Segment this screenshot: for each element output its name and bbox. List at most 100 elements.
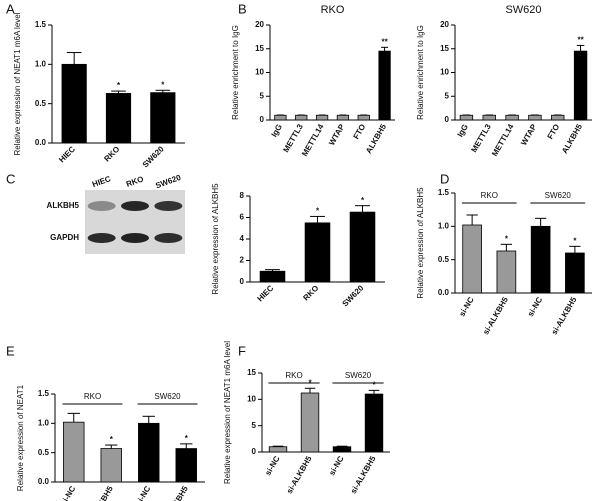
y-axis-label: Relative expression of ALKBH5 <box>211 183 220 295</box>
bar <box>349 211 376 283</box>
group-label: RKO <box>481 191 498 200</box>
bar <box>530 225 551 294</box>
bar <box>482 114 496 121</box>
panel-letter: A <box>6 1 15 16</box>
y-tick-label: 0.0 <box>38 477 50 486</box>
blot-column-label: HIEC <box>91 174 112 189</box>
y-tick-label: 1.0 <box>35 59 47 68</box>
y-tick-label: 0.0 <box>35 138 47 147</box>
blot-band <box>87 201 116 211</box>
x-tick-label: FTO <box>352 123 368 141</box>
blot-band <box>121 201 149 211</box>
bar <box>565 252 585 294</box>
y-axis-label: Relative expression of NEAT1 m6A level <box>13 12 22 155</box>
x-tick-label: METTL14 <box>490 122 516 158</box>
bar <box>336 114 350 121</box>
y-tick-label: 5 <box>260 91 265 100</box>
x-tick-label: ALKBH5 <box>364 122 388 155</box>
group-label: SW620 <box>345 371 372 380</box>
x-tick-label: si-NC <box>457 295 475 318</box>
x-tick-label: si-ALKBH5 <box>86 484 115 501</box>
bar <box>364 393 384 453</box>
y-tick-label: 0 <box>252 447 257 456</box>
bar <box>505 114 519 121</box>
significance-mark: * <box>372 380 376 389</box>
significance-mark: * <box>185 434 189 443</box>
bar <box>300 392 320 453</box>
y-axis-label: Relative enrichment to IgG <box>416 25 425 120</box>
blot-row-label: GAPDH <box>50 233 79 242</box>
y-axis-label: Relative expression of ALKBH5 <box>416 187 425 299</box>
panel-letter: E <box>6 343 15 358</box>
panel-letter: D <box>440 171 449 186</box>
y-tick-label: 8 <box>240 191 245 200</box>
bar <box>138 422 160 483</box>
chart-title: SW620 <box>505 4 541 16</box>
y-tick-label: 0 <box>260 115 265 124</box>
bar <box>63 421 85 483</box>
y-tick-label: 1.5 <box>38 389 50 398</box>
y-tick-label: 0.5 <box>438 255 450 264</box>
significance-mark: ** <box>381 37 388 46</box>
significance-mark: * <box>117 81 121 90</box>
bar <box>332 446 352 453</box>
x-tick-label: HIEC <box>256 283 276 303</box>
panel-letter: C <box>6 171 15 186</box>
bar <box>150 92 176 144</box>
bar <box>295 114 308 121</box>
y-tick-label: 10 <box>247 394 256 403</box>
blot-column-label: SW620 <box>154 173 182 191</box>
x-tick-label: si-ALKBH5 <box>349 454 378 495</box>
bar <box>462 224 482 294</box>
y-axis-label: Relative expression of NEAT1 m6A level <box>223 341 232 484</box>
group-label: SW620 <box>545 191 572 200</box>
y-tick-label: 0 <box>445 115 450 124</box>
blot-band <box>87 233 116 243</box>
bar <box>268 446 288 453</box>
x-tick-label: FTO <box>546 123 562 141</box>
x-tick-label: RKO <box>301 284 320 303</box>
x-tick-label: WTAP <box>327 122 347 147</box>
bar <box>274 114 287 121</box>
bar <box>304 222 331 283</box>
bar <box>551 114 565 121</box>
bar <box>259 270 286 283</box>
y-tick-label: 0.5 <box>35 99 47 108</box>
bar <box>357 114 370 121</box>
y-tick-label: 1.5 <box>438 188 450 197</box>
x-tick-label: si-NC <box>134 484 152 501</box>
bar <box>100 448 122 483</box>
x-tick-label: RKO <box>102 145 121 164</box>
blot-band <box>154 201 183 211</box>
significance-mark: * <box>505 234 509 243</box>
y-tick-label: 10 <box>255 68 264 77</box>
bar <box>105 93 132 144</box>
group-label: RKO <box>285 371 302 380</box>
y-tick-label: 1.0 <box>438 221 450 230</box>
y-tick-label: 5 <box>445 91 450 100</box>
bar <box>378 50 391 121</box>
x-tick-label: si-NC <box>327 454 345 477</box>
y-tick-label: 0 <box>240 277 245 286</box>
x-tick-label: SW620 <box>340 283 365 308</box>
bar <box>61 63 87 144</box>
blot-band <box>154 233 183 243</box>
x-tick-label: si-ALKBH5 <box>285 454 314 495</box>
x-tick-label: si-ALKBH5 <box>161 484 190 501</box>
y-tick-label: 6 <box>240 213 245 222</box>
x-tick-label: SW620 <box>141 144 166 169</box>
y-tick-label: 10 <box>440 68 449 77</box>
blot-column-label: RKO <box>125 174 145 189</box>
significance-mark: * <box>316 207 320 216</box>
bar <box>528 114 542 121</box>
bar <box>175 448 197 483</box>
x-tick-label: si-ALKBH5 <box>481 295 510 336</box>
y-axis-label: Relative enrichment to IgG <box>231 25 240 120</box>
x-tick-label: si-NC <box>59 484 77 501</box>
y-tick-label: 15 <box>440 44 449 53</box>
blot-row-label: ALKBH5 <box>47 201 80 210</box>
panel-letter: F <box>238 343 246 358</box>
bar <box>496 250 517 294</box>
